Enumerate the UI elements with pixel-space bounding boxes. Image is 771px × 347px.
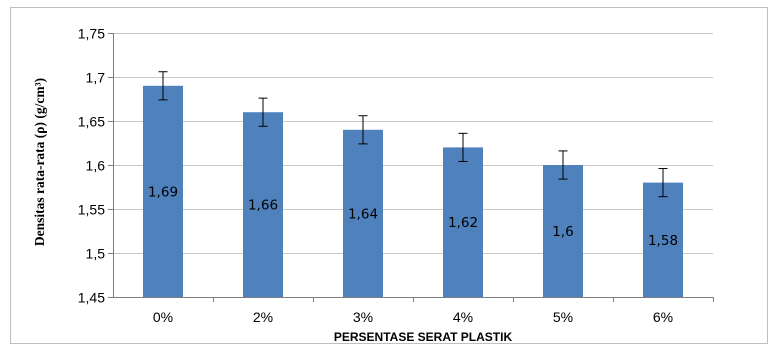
y-tick-label: 1,7 [86,70,106,86]
data-label: 1,58 [648,233,678,249]
x-tick-label: 5% [553,309,573,325]
x-axis-label: PERSENTASE SERAT PLASTIK [334,330,513,344]
data-labels: 1,69 1,66 1,64 1,62 1,6 1,58 [148,184,678,248]
bar [143,85,183,297]
chart-frame [10,7,768,344]
data-label: 1,6 [552,224,573,240]
y-tick-label: 1,55 [78,202,105,218]
x-tick-label: 4% [453,309,473,325]
y-tick-label: 1,5 [86,246,106,262]
bar [343,129,383,297]
x-tick-label: 0% [153,309,173,325]
y-tick-label: 1,45 [78,290,105,306]
bar [643,182,683,297]
data-label: 1,69 [148,184,178,200]
data-label: 1,66 [248,198,278,214]
data-label: 1,64 [348,206,378,222]
error-bars [158,71,668,198]
bar [543,165,583,297]
y-axis-label: Densitas rata-rata (ρ) (g/cm³) [32,78,47,246]
bars [143,85,683,297]
x-tick-label: 6% [653,309,673,325]
y-tick-label: 1,75 [78,26,105,42]
axes: 1,45 1,5 1,55 1,6 1,65 1,7 1,75 0% 2% 3% 4% 5% 6% [78,26,714,325]
data-label: 1,62 [448,215,478,231]
gridlines [113,33,713,254]
y-tick-label: 1,6 [86,158,106,174]
bar [243,112,283,297]
bar [443,147,483,297]
y-tick-label: 1,65 [78,114,105,130]
x-tick-label: 3% [353,309,373,325]
x-tick-label: 2% [253,309,273,325]
